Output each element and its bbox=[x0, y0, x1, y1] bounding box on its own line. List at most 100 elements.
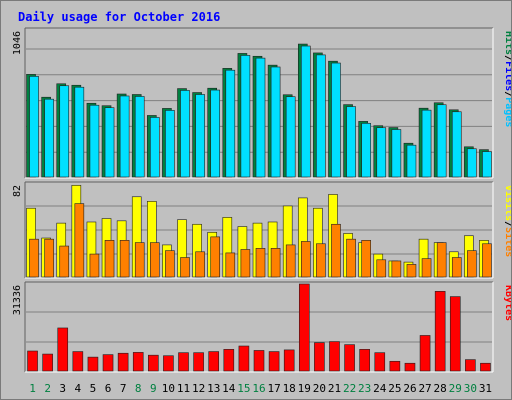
bar-sites-day-15 bbox=[240, 249, 251, 278]
bar-sites-day-2 bbox=[44, 238, 54, 278]
bar-kbytes-day-31 bbox=[480, 362, 491, 372]
x-tick-label-day-13: 13 bbox=[207, 382, 220, 395]
bar-kbytes-day-13 bbox=[208, 351, 220, 372]
x-tick-label-day-17: 17 bbox=[267, 382, 280, 395]
x-tick-label-day-8: 8 bbox=[135, 382, 142, 395]
bar-sites-day-18 bbox=[285, 244, 296, 278]
bar-sites-day-6 bbox=[104, 240, 115, 278]
bar-kbytes-day-7 bbox=[117, 352, 129, 372]
bar-files-day-16 bbox=[255, 57, 266, 178]
bar-sites-day-13 bbox=[210, 236, 221, 278]
x-tick-label-day-18: 18 bbox=[283, 382, 296, 395]
bar-kbytes-day-4 bbox=[72, 351, 84, 372]
bar-sites-day-16 bbox=[255, 248, 266, 278]
bar-sites-day-12 bbox=[195, 251, 205, 278]
x-tick-label-day-1: 1 bbox=[29, 382, 36, 395]
bar-sites-day-22 bbox=[346, 238, 356, 278]
legend-entry: / bbox=[503, 55, 511, 61]
x-tick-label-day-22: 22 bbox=[343, 382, 356, 395]
x-tick-label-day-15: 15 bbox=[237, 382, 250, 395]
bar-files-day-6 bbox=[104, 107, 115, 178]
bar-kbytes-day-30 bbox=[465, 359, 476, 372]
bar-files-day-14 bbox=[225, 69, 236, 178]
legend-entry: Files bbox=[503, 61, 511, 91]
x-tick-label-day-20: 20 bbox=[313, 382, 326, 395]
x-tick-label-day-6: 6 bbox=[105, 382, 112, 395]
legend-entry: Pages bbox=[503, 97, 511, 127]
bar-files-day-23 bbox=[361, 123, 371, 178]
bar-kbytes-day-17 bbox=[268, 351, 280, 372]
bar-files-day-8 bbox=[134, 96, 145, 178]
x-tick-label-day-27: 27 bbox=[418, 382, 431, 395]
x-tick-label-day-26: 26 bbox=[403, 382, 416, 395]
bar-sites-day-1 bbox=[29, 238, 39, 278]
bar-kbytes-day-20 bbox=[314, 342, 325, 372]
bar-files-day-3 bbox=[59, 85, 70, 178]
panel-hits-legend: Hits/Files/Pages bbox=[503, 31, 511, 127]
panel-kbytes-legend: KBytes bbox=[503, 285, 511, 321]
x-tick-label-day-23: 23 bbox=[358, 382, 371, 395]
bar-sites-day-8 bbox=[134, 242, 145, 278]
bar-kbytes-day-23 bbox=[359, 349, 370, 372]
bar-kbytes-day-21 bbox=[329, 341, 340, 372]
bar-files-day-19 bbox=[300, 45, 311, 178]
x-tick-label-day-28: 28 bbox=[434, 382, 447, 395]
bar-sites-day-9 bbox=[150, 242, 160, 278]
bar-sites-day-19 bbox=[300, 241, 311, 278]
bar-kbytes-day-19 bbox=[298, 283, 310, 372]
panel-hits-max-label: 1046 bbox=[12, 31, 23, 55]
bar-sites-day-27 bbox=[421, 258, 432, 278]
x-tick-label-day-12: 12 bbox=[192, 382, 205, 395]
bar-sites-day-4 bbox=[74, 203, 85, 278]
bar-kbytes-day-25 bbox=[389, 360, 401, 372]
bar-kbytes-day-14 bbox=[223, 349, 235, 372]
bar-kbytes-day-9 bbox=[148, 354, 159, 372]
panel-visits-legend: Visits/Sites bbox=[503, 185, 511, 257]
bar-files-day-31 bbox=[482, 151, 492, 178]
x-tick-label-day-30: 30 bbox=[464, 382, 477, 395]
bar-files-day-7 bbox=[119, 95, 130, 178]
bar-sites-day-5 bbox=[89, 253, 100, 278]
bar-files-day-28 bbox=[436, 104, 447, 178]
bar-files-day-10 bbox=[165, 110, 175, 178]
bar-files-day-25 bbox=[391, 129, 402, 178]
bar-sites-day-29 bbox=[451, 257, 462, 278]
bar-files-day-17 bbox=[270, 66, 281, 178]
x-tick-label-day-25: 25 bbox=[388, 382, 401, 395]
bar-files-day-27 bbox=[421, 109, 432, 178]
panel-visits-max-label: 82 bbox=[12, 185, 23, 197]
bar-kbytes-day-3 bbox=[57, 327, 69, 372]
x-tick-label-day-4: 4 bbox=[75, 382, 82, 395]
bar-sites-day-26 bbox=[406, 264, 417, 278]
bar-sites-day-28 bbox=[436, 242, 447, 278]
bar-files-day-1 bbox=[29, 76, 39, 178]
bar-files-day-20 bbox=[316, 54, 326, 178]
legend-entry: Sites bbox=[503, 227, 511, 257]
x-tick-label-day-29: 29 bbox=[449, 382, 462, 395]
bar-kbytes-day-8 bbox=[132, 352, 144, 372]
bar-kbytes-day-12 bbox=[193, 352, 204, 372]
bar-files-day-9 bbox=[150, 117, 160, 178]
bar-kbytes-day-11 bbox=[178, 352, 189, 372]
x-tick-label-day-16: 16 bbox=[252, 382, 265, 395]
bar-kbytes-day-16 bbox=[253, 350, 265, 372]
bar-files-day-21 bbox=[331, 62, 341, 178]
x-tick-label-day-31: 31 bbox=[479, 382, 492, 395]
bar-kbytes-day-26 bbox=[404, 362, 416, 372]
bar-sites-day-11 bbox=[180, 257, 190, 278]
bar-kbytes-day-2 bbox=[42, 353, 53, 372]
bar-files-day-30 bbox=[467, 148, 477, 178]
bar-sites-day-21 bbox=[331, 223, 341, 278]
legend-entry: KBytes bbox=[503, 285, 511, 321]
legend-entry: Visits bbox=[503, 185, 511, 221]
bar-kbytes-day-28 bbox=[434, 291, 446, 372]
x-tick-label-day-14: 14 bbox=[222, 382, 236, 395]
bar-kbytes-day-1 bbox=[27, 350, 38, 372]
panel-kbytes-max-label: 31336 bbox=[12, 285, 23, 315]
bar-files-day-26 bbox=[406, 144, 417, 178]
x-tick-label-day-2: 2 bbox=[44, 382, 51, 395]
bar-sites-day-23 bbox=[361, 240, 371, 278]
x-tick-label-day-9: 9 bbox=[150, 382, 157, 395]
bar-kbytes-day-22 bbox=[344, 344, 355, 372]
